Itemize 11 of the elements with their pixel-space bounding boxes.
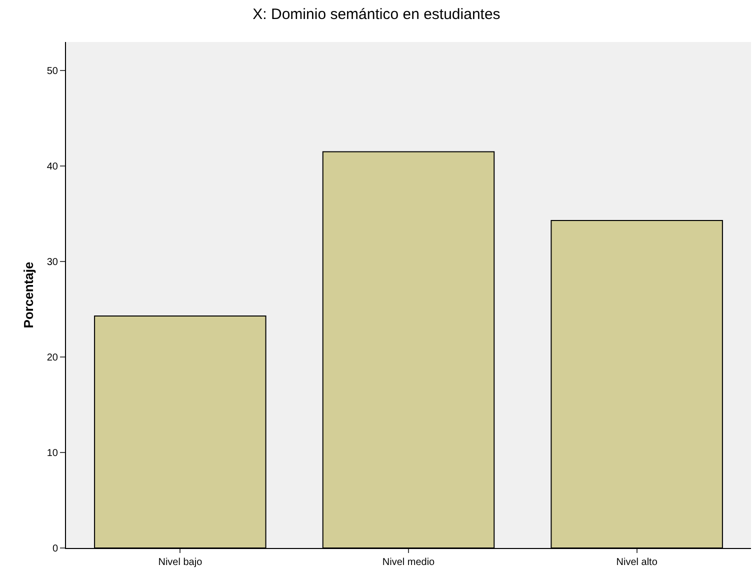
y-tick-label: 0: [52, 544, 58, 554]
y-tick-label: 20: [46, 352, 58, 364]
y-tick-label: 40: [46, 162, 58, 173]
y-tick-label: 50: [46, 66, 58, 78]
x-tick-label: Nivel bajo: [158, 557, 203, 568]
chart-title: X: Dominio semántico en estudiantes: [252, 6, 500, 24]
y-tick-label: 10: [46, 448, 58, 460]
y-tick-label: 30: [46, 257, 58, 268]
y-axis-title: Porcentaje: [20, 262, 36, 328]
x-tick-label: Nivel alto: [616, 557, 658, 568]
x-tick-label: Nivel medio: [382, 557, 436, 568]
